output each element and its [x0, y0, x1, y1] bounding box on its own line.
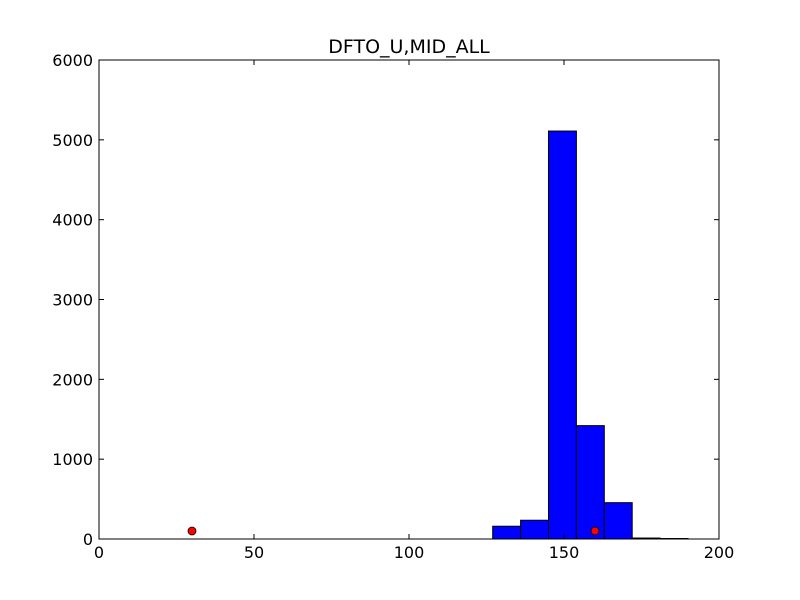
marker-group: [187, 526, 600, 536]
histogram-bar-15: [575, 425, 605, 540]
x-tick-label-1: 50: [244, 543, 264, 562]
x-tick-label-3: 150: [549, 543, 580, 562]
x-tick-label-4: 200: [704, 543, 735, 562]
y-tick-label-4: 4000: [52, 211, 93, 230]
y-tick-label-6: 6000: [52, 51, 93, 70]
red-marker-0: [187, 526, 197, 536]
histogram-bar-16: [603, 502, 633, 540]
x-tick-label-2: 100: [394, 543, 425, 562]
y-tick-label-1: 1000: [52, 450, 93, 469]
chart-title: DFTO_U,MID_ALL: [328, 36, 490, 58]
y-tick-label-5: 5000: [52, 131, 93, 150]
y-tick-label-2: 2000: [52, 370, 93, 389]
histogram-bar-12: [492, 525, 522, 540]
x-tick-label-0: 0: [94, 543, 104, 562]
y-tick-label-0: 0: [83, 530, 93, 549]
histogram-bar-13: [520, 519, 549, 540]
y-tick-label-3: 3000: [52, 291, 93, 310]
histogram-bar-14: [548, 130, 577, 540]
red-marker-1: [590, 526, 600, 536]
